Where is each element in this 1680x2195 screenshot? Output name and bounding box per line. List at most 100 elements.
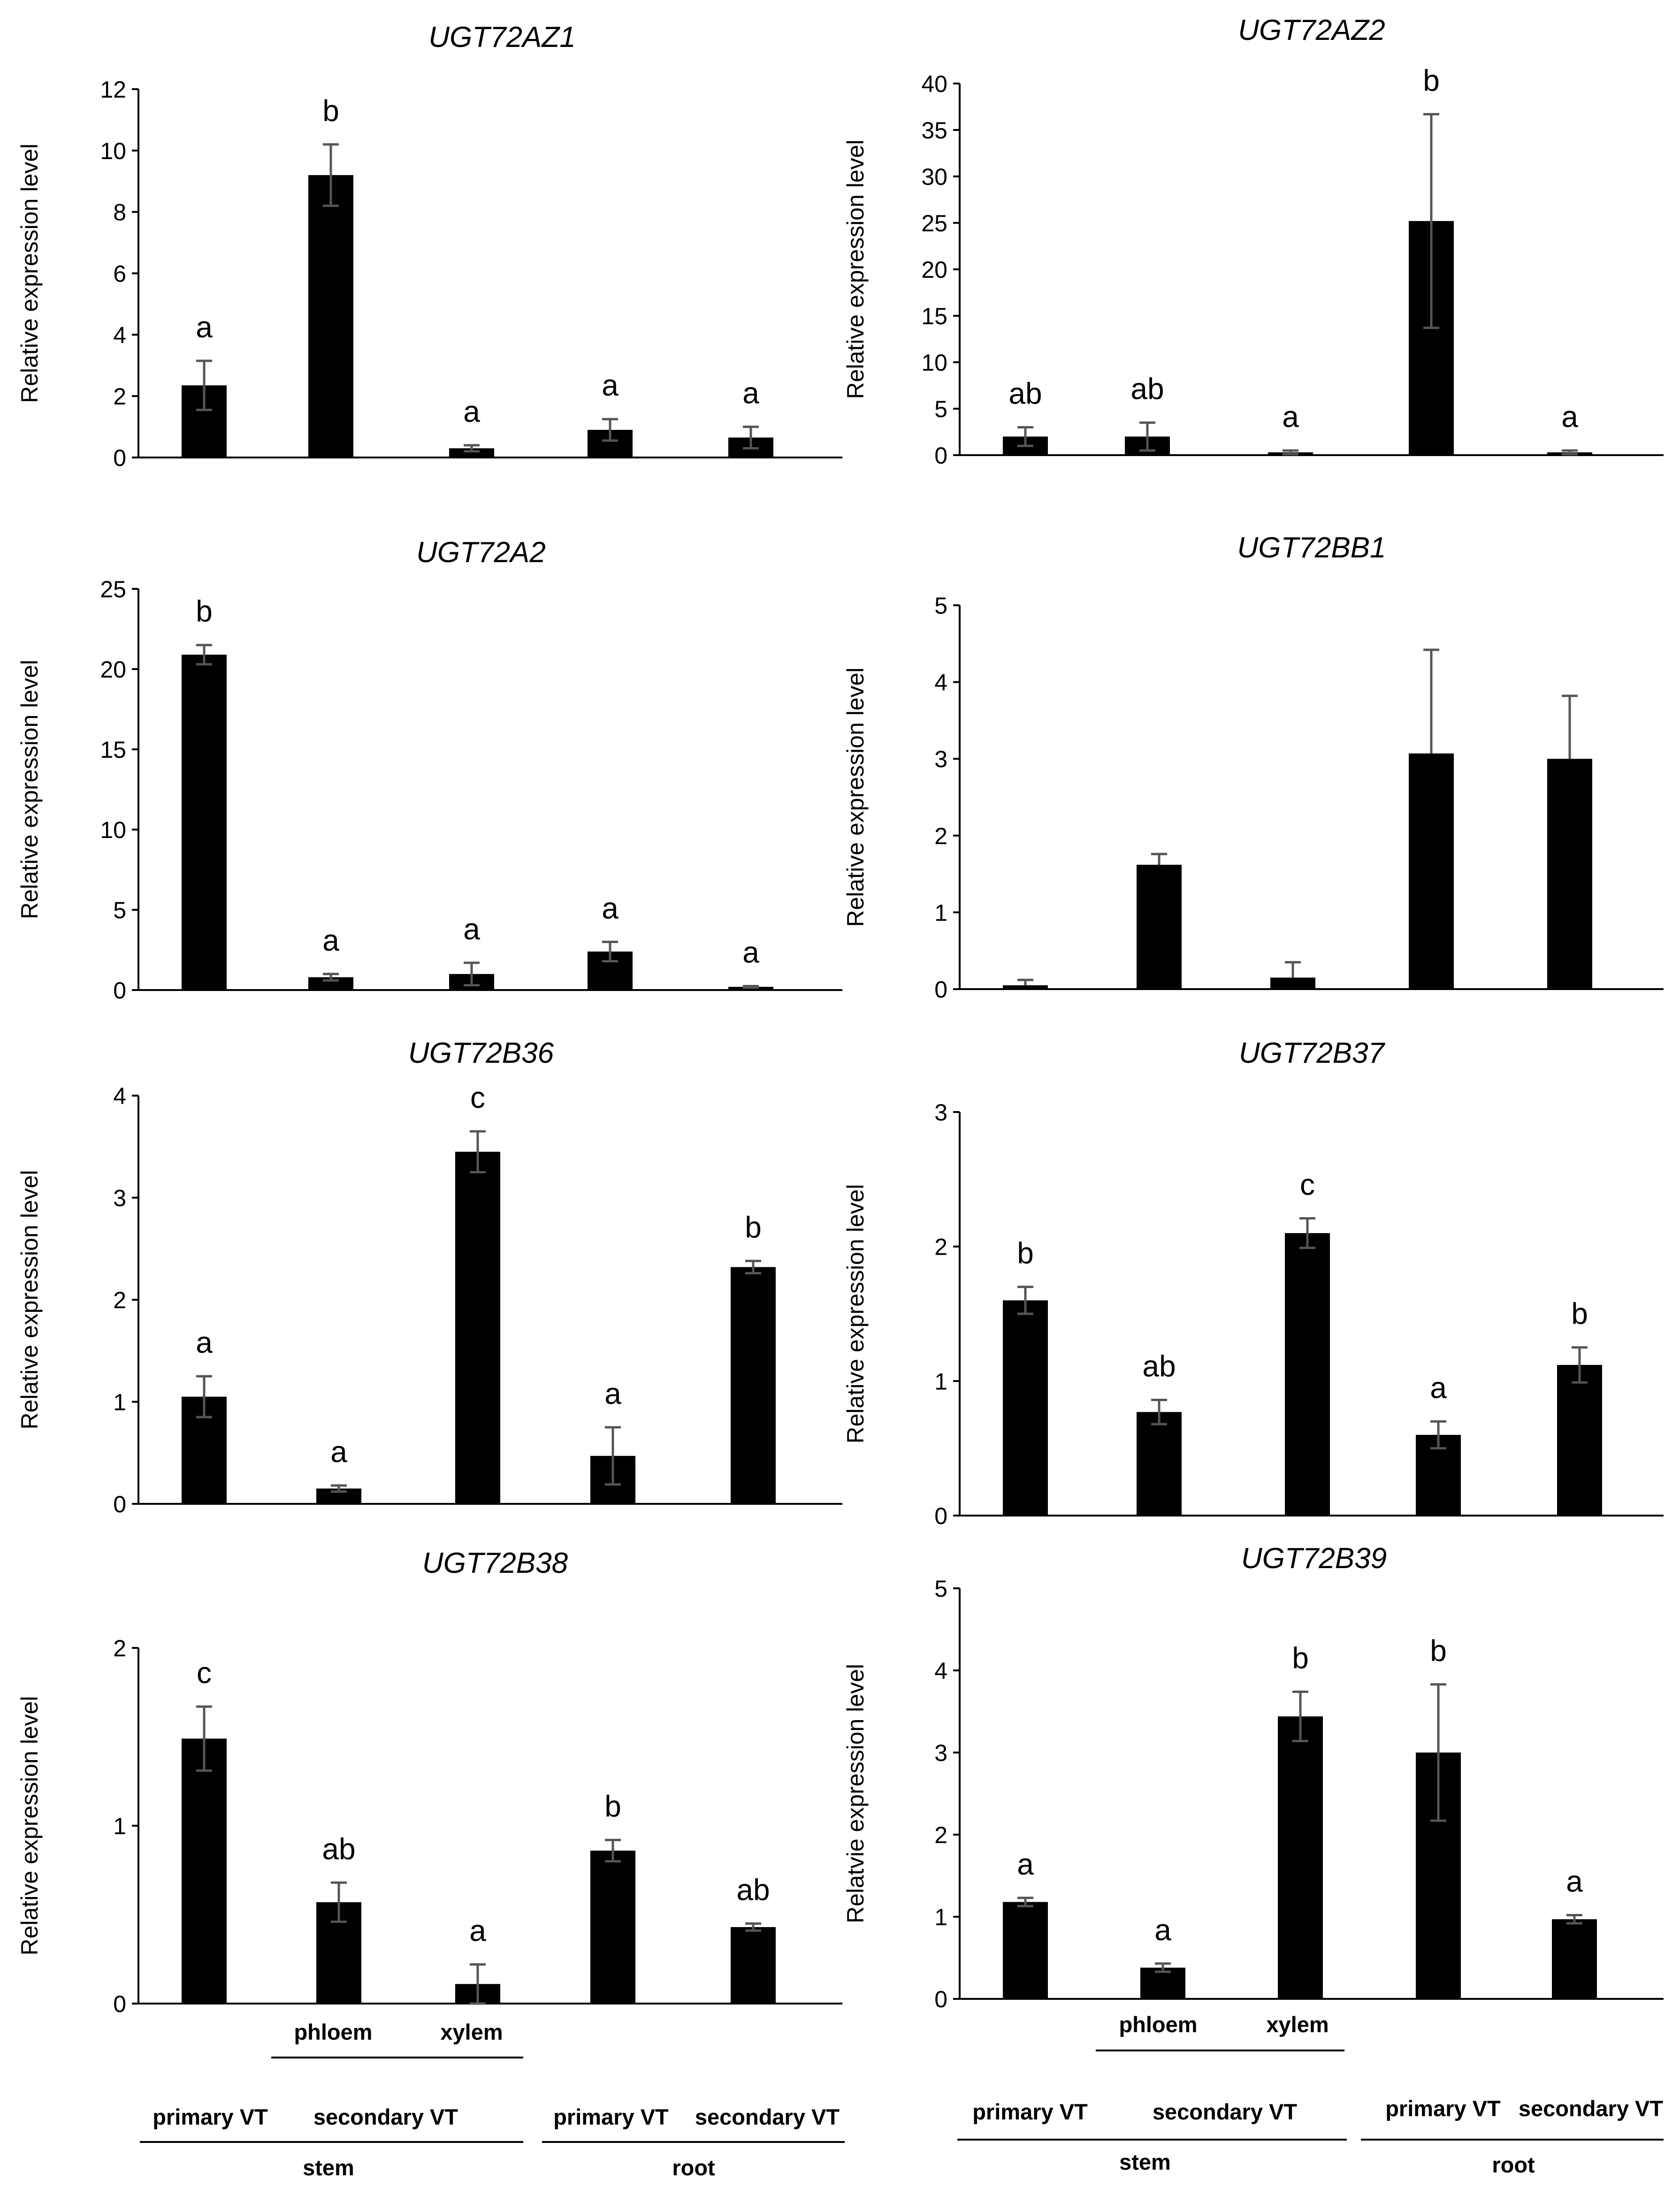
bar	[1003, 985, 1048, 989]
y-tick-label: 1	[934, 899, 947, 926]
y-tick-label: 1	[113, 1813, 126, 1839]
bar	[1409, 753, 1454, 989]
label-stem-left: stem	[303, 2155, 354, 2180]
label-phloem-right: phloem	[1119, 2012, 1197, 2037]
significance-letter: b	[604, 1789, 621, 1823]
significance-letter: a	[604, 1377, 621, 1410]
bar	[590, 1851, 635, 2004]
bar	[455, 1151, 500, 1504]
y-tick-label: 0	[934, 976, 947, 1003]
bar	[1003, 1902, 1048, 1999]
y-axis-label: Relative expression level	[16, 660, 43, 919]
y-axis-label: Relatvie expression level	[842, 1664, 869, 1923]
y-tick-label: 3	[934, 746, 947, 772]
y-tick-label: 12	[100, 76, 126, 103]
chart-panel-2: UGT72AZ2 Relative expression level 0 5 10 15 2…	[842, 14, 1664, 469]
y-axis-label: Relative expression level	[842, 139, 869, 399]
chart-title: UGT72BB1	[1237, 532, 1386, 564]
bar	[182, 655, 227, 990]
y-tick-label: 3	[113, 1185, 126, 1212]
significance-letter: b	[1423, 63, 1440, 97]
x-labels-left: phloem xylem primary VT secondary VT pri…	[140, 2020, 845, 2180]
bar	[308, 175, 353, 458]
bar	[1285, 1233, 1330, 1516]
y-tick-label: 5	[934, 396, 947, 422]
y-tick-label: 10	[100, 138, 126, 164]
bar	[731, 1267, 776, 1504]
y-tick-label: 5	[113, 897, 126, 923]
y-tick-label: 2	[934, 1234, 947, 1260]
significance-letter: b	[196, 594, 213, 628]
bar	[1547, 759, 1592, 989]
y-tick-label: 10	[921, 350, 947, 376]
significance-letter: a	[463, 912, 480, 946]
chart-title: UGT72AZ2	[1238, 14, 1385, 46]
y-tick-label: 0	[113, 1991, 126, 2017]
significance-letter: a	[1561, 400, 1578, 434]
significance-letter: a	[602, 368, 619, 402]
y-tick-label: 4	[934, 670, 947, 696]
y-tick-label: 8	[113, 199, 126, 226]
y-axis-label: Relative expression level	[16, 1696, 43, 1955]
y-tick-label: 3	[934, 1099, 947, 1126]
significance-letter: a	[742, 376, 759, 410]
y-tick-label: 15	[100, 737, 126, 763]
significance-letter: a	[1430, 1371, 1447, 1404]
significance-letter: a	[1017, 1847, 1034, 1881]
bar	[182, 1738, 227, 2004]
chart-title: UGT72B37	[1239, 1037, 1386, 1069]
chart-title: UGT72B39	[1241, 1542, 1387, 1575]
label-xylem-left: xylem	[440, 2020, 503, 2044]
chart-panel-4: UGT72BB1 Relative expression level 0 1 2 3 4 5	[842, 532, 1664, 1003]
label-secondary-vt-root-right: secondary VT	[1519, 2096, 1664, 2121]
label-secondary-vt-stem-right: secondary VT	[1153, 2099, 1298, 2124]
label-root-left: root	[672, 2155, 715, 2180]
chart-panel-1: UGT72AZ1 Relative expression level 0 2 4 6 8 10…	[16, 21, 842, 471]
bar	[449, 448, 494, 457]
y-tick-label: 4	[113, 322, 126, 348]
label-root-right: root	[1492, 2152, 1535, 2177]
chart-title: UGT72B36	[408, 1037, 554, 1069]
y-tick-label: 2	[934, 823, 947, 849]
significance-letter: b	[1292, 1641, 1309, 1675]
y-axis-label: Relative expression level	[16, 1170, 43, 1429]
y-tick-label: 20	[100, 656, 126, 683]
significance-letter: ab	[736, 1873, 770, 1906]
y-tick-label: 3	[934, 1740, 947, 1766]
y-tick-label: 4	[934, 1658, 947, 1684]
chart-panel-8: UGT72B39 Relatvie expression level 0 1 2 3 4 5 a…	[842, 1542, 1664, 2012]
significance-letter: a	[330, 1435, 347, 1469]
y-tick-label: 25	[100, 576, 126, 602]
significance-letter: a	[196, 1326, 213, 1359]
significance-letter: ab	[1142, 1349, 1176, 1383]
y-tick-label: 25	[921, 210, 947, 236]
significance-letter: b	[322, 94, 339, 128]
y-tick-label: 0	[113, 1491, 126, 1517]
chart-panel-5: UGT72B36 Relative expression level 0 1 2 3 4 a a…	[16, 1037, 842, 1517]
y-tick-label: 40	[921, 71, 947, 97]
label-phloem-left: phloem	[294, 2020, 372, 2044]
y-tick-label: 35	[921, 117, 947, 144]
significance-letter: a	[1282, 400, 1299, 434]
y-tick-label: 20	[921, 257, 947, 283]
x-labels-right: phloem xylem primary VT secondary VT pri…	[957, 2012, 1664, 2177]
y-tick-label: 1	[113, 1389, 126, 1416]
significance-letter: b	[1430, 1634, 1447, 1668]
label-primary-vt-stem-right: primary VT	[972, 2099, 1088, 2124]
y-tick-label: 1	[934, 1904, 947, 1930]
bar	[1137, 1412, 1182, 1516]
y-tick-label: 2	[934, 1822, 947, 1848]
label-stem-right: stem	[1119, 2149, 1171, 2174]
significance-letter: a	[602, 891, 619, 925]
label-primary-vt-root-left: primary VT	[553, 2104, 669, 2129]
y-tick-label: 0	[113, 445, 126, 471]
label-secondary-vt-stem-left: secondary VT	[313, 2104, 458, 2129]
significance-letter: a	[469, 1914, 486, 1948]
significance-letter: b	[1017, 1236, 1034, 1270]
significance-letter: b	[1571, 1297, 1588, 1331]
bar	[1557, 1364, 1602, 1516]
y-tick-label: 5	[934, 1576, 947, 1602]
